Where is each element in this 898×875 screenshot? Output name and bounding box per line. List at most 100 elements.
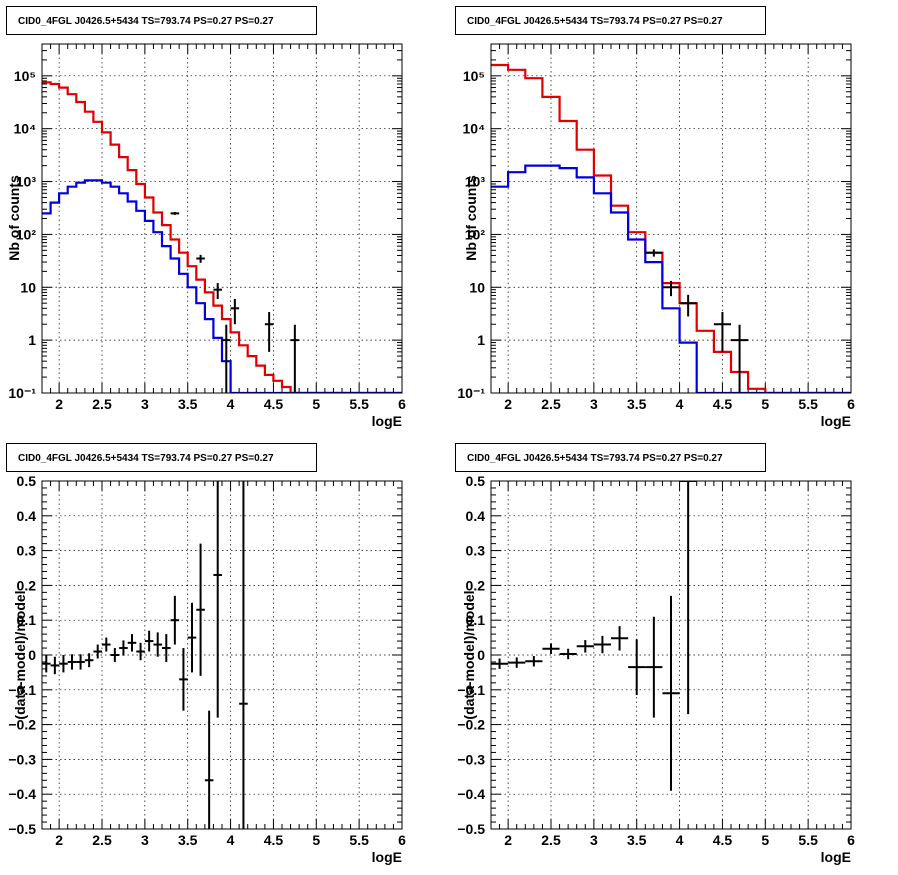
y-tick-label: 10² bbox=[16, 226, 37, 242]
x-tick-label: 3 bbox=[141, 832, 149, 848]
data-point bbox=[59, 655, 68, 673]
data-point bbox=[204, 710, 214, 829]
data-point bbox=[222, 324, 231, 393]
x-axis-title: logE bbox=[821, 413, 851, 429]
data-point bbox=[42, 655, 51, 673]
data-point bbox=[170, 211, 180, 215]
data-point bbox=[196, 543, 205, 676]
data-layer bbox=[42, 81, 402, 393]
data-point bbox=[196, 254, 205, 263]
y-tick-label: 10⁻¹ bbox=[8, 385, 36, 401]
y-tick-label: −0.1 bbox=[8, 682, 36, 698]
plot-frame bbox=[490, 43, 852, 394]
x-tick-label: 3.5 bbox=[178, 396, 198, 412]
data-point bbox=[153, 632, 162, 657]
y-tick-label: −0.4 bbox=[8, 786, 36, 802]
x-tick-label: 5.5 bbox=[349, 396, 369, 412]
x-tick-label: 6 bbox=[398, 832, 406, 848]
chart-panel-top-left: 2 2.5 3 3.5 4 4.5 5 5.5 6 10⁻¹ 1 10 10² 10³ 10⁴ 10⁵ logE… bbox=[6, 6, 406, 429]
y-tick-label: 10³ bbox=[16, 174, 37, 190]
x-tick-label: 2.5 bbox=[541, 396, 561, 412]
x-tick-label: 3 bbox=[590, 832, 598, 848]
x-tick-label: 4.5 bbox=[264, 832, 284, 848]
y-tick-label: −0.5 bbox=[8, 821, 36, 837]
data-point bbox=[50, 656, 60, 675]
x-tick-label: 4 bbox=[676, 396, 684, 412]
data-point bbox=[731, 324, 749, 393]
x-tick-label: 2 bbox=[504, 396, 512, 412]
data-point bbox=[136, 642, 145, 661]
data-point bbox=[264, 312, 274, 352]
data-point bbox=[170, 595, 180, 645]
x-tick-label: 4 bbox=[227, 396, 235, 412]
series-line-0 bbox=[491, 63, 851, 393]
y-tick-label: 0 bbox=[28, 647, 36, 663]
y-tick-label: 1 bbox=[28, 332, 36, 348]
data-point bbox=[162, 634, 171, 662]
data-layer bbox=[491, 481, 697, 791]
data-point bbox=[679, 294, 697, 317]
data-point bbox=[662, 280, 680, 297]
plot-frame bbox=[490, 480, 852, 830]
y-tick-label: 0.2 bbox=[466, 577, 486, 593]
x-tick-label: 6 bbox=[398, 396, 406, 412]
data-point bbox=[213, 481, 222, 718]
x-tick-label: 5.5 bbox=[798, 832, 818, 848]
data-point bbox=[290, 324, 300, 393]
data-point bbox=[187, 602, 197, 673]
x-axis-title: logE bbox=[821, 849, 851, 865]
x-tick-label: 5 bbox=[761, 396, 769, 412]
chart-panel-bottom-right: 2 2.5 3 3.5 4 4.5 5 5.5 6 −0.5 −0.4 −0.3 −0.2 −0.1 0 0.… bbox=[455, 443, 855, 865]
chart-title: CID0_4FGL J0426.5+5434 TS=793.74 PS=0.27… bbox=[467, 16, 723, 27]
y-tick-label: 10⁻¹ bbox=[457, 385, 485, 401]
title-box bbox=[455, 443, 766, 472]
data-point bbox=[230, 299, 240, 325]
series-line-0 bbox=[42, 81, 402, 393]
x-tick-label: 5 bbox=[312, 396, 320, 412]
chart-title: CID0_4FGL J0426.5+5434 TS=793.74 PS=0.27… bbox=[18, 453, 274, 464]
y-tick-label: 0.1 bbox=[466, 612, 486, 628]
x-tick-label: 3 bbox=[590, 396, 598, 412]
data-point bbox=[525, 656, 543, 667]
x-tick-label: 2.5 bbox=[92, 832, 112, 848]
chart-title: CID0_4FGL J0426.5+5434 TS=793.74 PS=0.27… bbox=[18, 16, 274, 27]
y-tick-label: 10⁵ bbox=[463, 68, 485, 84]
data-point bbox=[84, 653, 94, 668]
y-axis-title: (data-model)/model bbox=[12, 590, 28, 719]
x-tick-label: 3.5 bbox=[178, 832, 198, 848]
x-tick-label: 4 bbox=[676, 832, 684, 848]
series-line-1 bbox=[491, 164, 851, 393]
x-tick-label: 2 bbox=[55, 832, 63, 848]
y-tick-label: 0.4 bbox=[466, 508, 486, 524]
data-point bbox=[213, 283, 222, 300]
y-tick-label: 10² bbox=[465, 226, 486, 242]
x-tick-label: 4.5 bbox=[264, 396, 284, 412]
y-tick-label: −0.2 bbox=[457, 717, 485, 733]
y-tick-label: 0.2 bbox=[17, 577, 37, 593]
x-tick-label: 3.5 bbox=[627, 832, 647, 848]
x-tick-label: 5.5 bbox=[349, 832, 369, 848]
data-point bbox=[67, 654, 77, 670]
axis-ticks bbox=[41, 43, 403, 394]
data-point bbox=[576, 640, 594, 653]
y-tick-label: 10⁴ bbox=[14, 121, 37, 137]
x-tick-label: 2.5 bbox=[92, 396, 112, 412]
title-box bbox=[6, 6, 317, 35]
y-tick-label: −0.1 bbox=[457, 682, 485, 698]
y-axis-title: Nb of counts bbox=[463, 175, 479, 261]
x-tick-label: 4.5 bbox=[713, 396, 733, 412]
x-tick-label: 6 bbox=[847, 832, 855, 848]
y-axis-title: Nb of counts bbox=[6, 175, 22, 261]
y-axis-title: (data-model)/model bbox=[461, 590, 477, 719]
data-point bbox=[611, 626, 629, 651]
grid-lines bbox=[42, 481, 402, 829]
data-point bbox=[239, 481, 248, 829]
y-tick-label: −0.4 bbox=[457, 786, 485, 802]
y-tick-label: 10 bbox=[20, 279, 36, 295]
y-tick-label: −0.3 bbox=[457, 751, 485, 767]
y-tick-label: 0.1 bbox=[17, 612, 37, 628]
plot-frame bbox=[41, 43, 403, 394]
x-tick-label: 4.5 bbox=[713, 832, 733, 848]
data-point bbox=[628, 639, 646, 696]
